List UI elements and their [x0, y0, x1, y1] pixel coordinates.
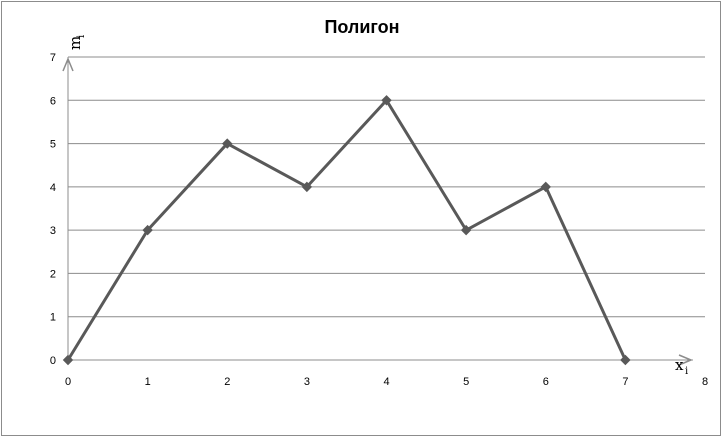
y-axis-label-main: m: [66, 36, 84, 50]
y-axis-label-sub: i: [76, 35, 87, 38]
y-tick-labels: 0 1 2 3 4 5 6 7: [50, 52, 56, 367]
x-tick-label-5: 5: [463, 376, 469, 388]
axes: [62, 57, 693, 366]
data-point-0: [62, 354, 74, 366]
x-tick-label-0: 0: [65, 376, 71, 388]
x-axis-label-sub: i: [685, 366, 688, 377]
y-tick-label-6: 6: [50, 95, 56, 107]
x-tick-label-8: 8: [702, 376, 708, 388]
y-tick-label-5: 5: [50, 139, 56, 151]
y-axis-arrow: [62, 57, 74, 72]
data-point-7: [620, 354, 631, 366]
data-point-1: [142, 224, 153, 236]
series: [62, 95, 631, 366]
data-point-5: [460, 224, 472, 236]
data-point-6: [540, 181, 551, 193]
y-tick-label-7: 7: [50, 52, 56, 64]
x-axis-label: x i: [675, 356, 688, 377]
x-tick-label-4: 4: [383, 376, 389, 388]
series-line: [66, 98, 627, 361]
y-axis-label: m i: [66, 35, 87, 50]
x-tick-label-6: 6: [543, 376, 549, 388]
x-tick-label-1: 1: [145, 376, 151, 388]
x-tick-label-7: 7: [622, 376, 628, 388]
y-tick-label-2: 2: [50, 268, 56, 280]
x-axis-arrow: [678, 354, 693, 366]
data-point-4: [381, 95, 392, 106]
x-axis-label-main: x: [675, 356, 684, 374]
y-tick-label-4: 4: [50, 182, 56, 194]
chart-title: Полигон: [324, 17, 399, 37]
data-point-3: [301, 181, 313, 193]
x-tick-label-3: 3: [304, 376, 310, 388]
x-tick-labels: 0 1 2 3 4 5 6 7 8: [65, 376, 708, 388]
y-tick-label-0: 0: [50, 355, 56, 367]
data-point-2: [222, 138, 233, 149]
x-tick-label-2: 2: [224, 376, 230, 388]
y-tick-label-1: 1: [50, 312, 56, 324]
y-tick-label-3: 3: [50, 225, 56, 237]
